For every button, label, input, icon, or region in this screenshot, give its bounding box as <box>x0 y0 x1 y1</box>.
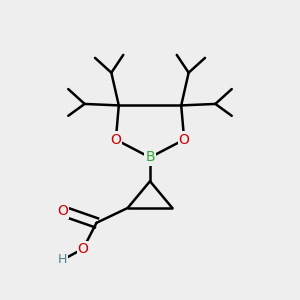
Text: O: O <box>57 204 68 218</box>
Text: O: O <box>78 242 88 256</box>
Text: B: B <box>145 150 155 164</box>
Text: O: O <box>110 133 121 147</box>
Text: O: O <box>179 133 190 147</box>
Text: H: H <box>58 254 67 266</box>
